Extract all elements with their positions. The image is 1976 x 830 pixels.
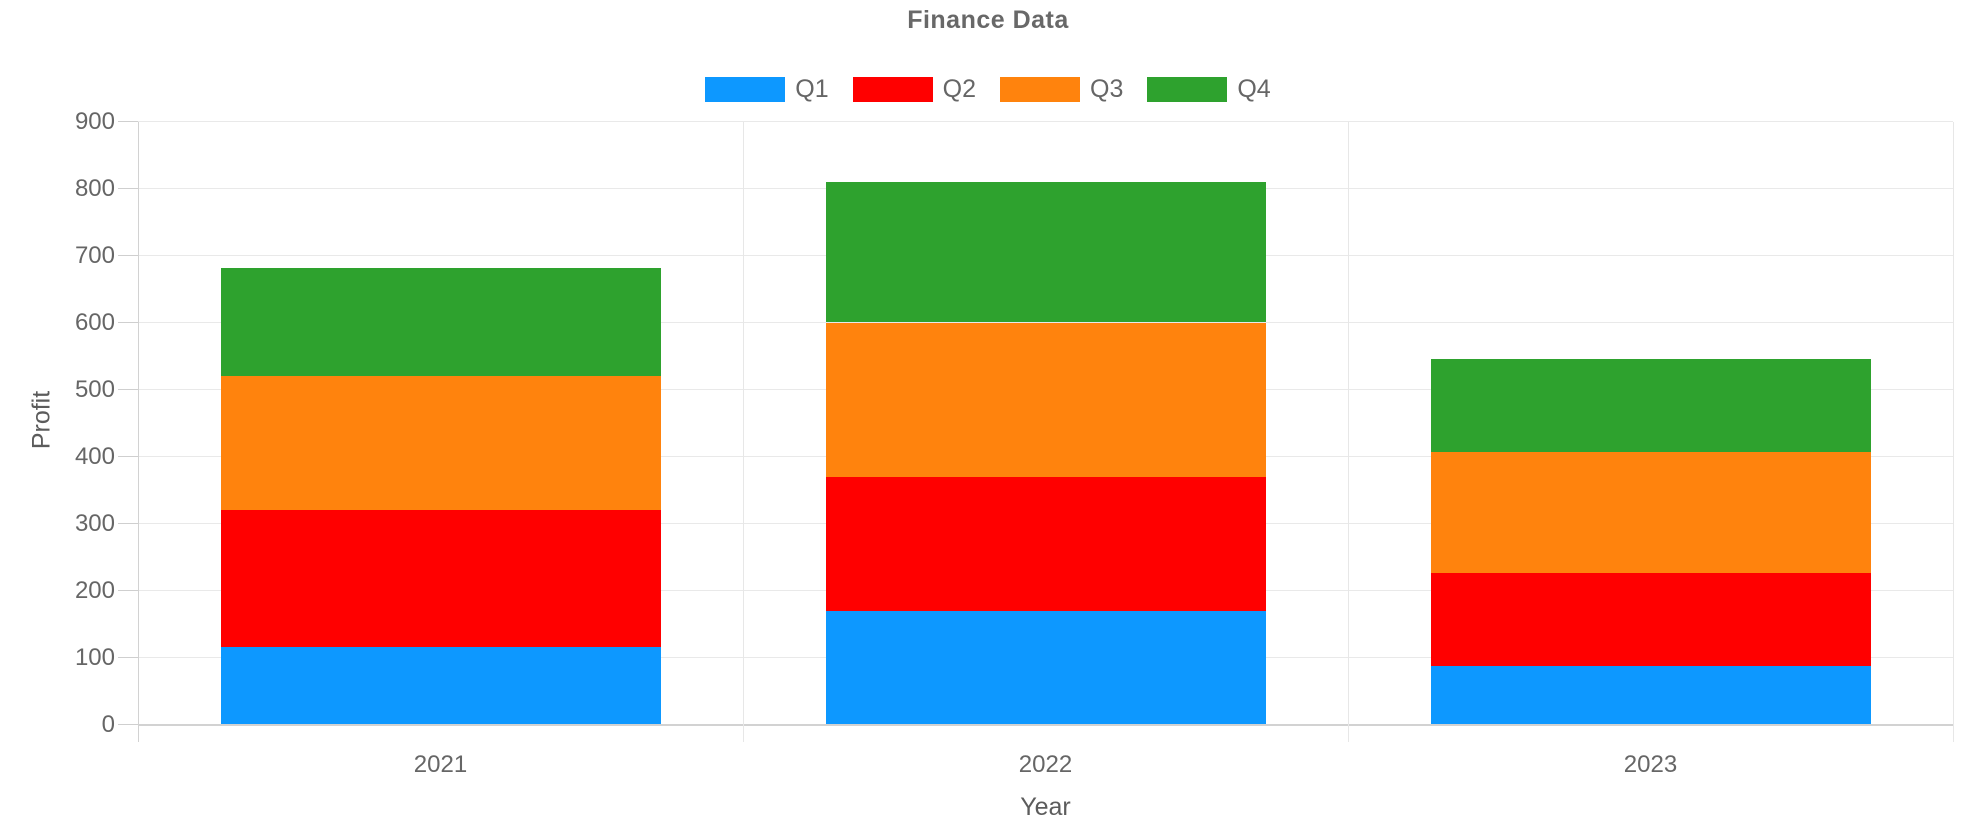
y-tick-label-200: 200 <box>74 576 115 604</box>
y-tick-label-0: 0 <box>101 710 115 738</box>
bar-2022-q3[interactable] <box>825 322 1266 478</box>
legend-item-q2[interactable]: Q2 <box>852 74 976 104</box>
bar-2022-q2[interactable] <box>825 477 1266 611</box>
legend-label-q3: Q3 <box>1090 74 1124 103</box>
bar-2023-q2[interactable] <box>1430 573 1871 666</box>
y-tick-mark-700 <box>118 255 138 256</box>
y-tick-mark-0 <box>118 724 138 725</box>
y-tick-label-500: 500 <box>74 375 115 403</box>
legend-label-q4: Q4 <box>1237 74 1271 103</box>
legend-swatch-q4 <box>1147 76 1228 102</box>
y-tick-label-900: 900 <box>74 107 115 135</box>
gridline-y-900 <box>138 121 1953 122</box>
bar-2023-q4[interactable] <box>1430 359 1871 453</box>
legend-swatch-q2 <box>852 76 933 102</box>
y-tick-label-600: 600 <box>74 308 115 336</box>
bar-2022-q1[interactable] <box>825 610 1266 725</box>
legend-label-q2: Q2 <box>942 74 976 103</box>
bar-2022-q4[interactable] <box>825 181 1266 323</box>
legend-swatch-q1 <box>705 76 786 102</box>
bar-2021-q2[interactable] <box>220 510 661 648</box>
x-tick-label-2023: 2023 <box>1623 751 1678 778</box>
bar-2023-q1[interactable] <box>1430 665 1871 725</box>
bar-2023-q3[interactable] <box>1430 452 1871 574</box>
gridline-x-1 <box>742 121 744 742</box>
y-tick-label-700: 700 <box>74 241 115 269</box>
y-tick-label-100: 100 <box>74 643 115 671</box>
gridline-y-0 <box>138 723 1953 726</box>
legend-item-q1[interactable]: Q1 <box>705 74 829 104</box>
chart-title: Finance Data <box>907 6 1069 34</box>
y-tick-mark-800 <box>118 188 138 189</box>
y-tick-mark-400 <box>118 456 138 457</box>
legend-item-q4[interactable]: Q4 <box>1147 74 1271 104</box>
legend: Q1 Q2 Q3 Q4 <box>0 75 1976 103</box>
y-axis-line <box>137 121 139 742</box>
y-tick-mark-200 <box>118 590 138 591</box>
y-tick-mark-900 <box>118 121 138 122</box>
bar-2021-q3[interactable] <box>220 376 661 511</box>
y-tick-mark-100 <box>118 657 138 658</box>
y-tick-label-300: 300 <box>74 509 115 537</box>
legend-swatch-q3 <box>1000 76 1080 102</box>
y-axis-title: Profit <box>27 390 56 450</box>
y-tick-mark-500 <box>118 389 138 390</box>
legend-item-q3[interactable]: Q3 <box>1000 75 1123 104</box>
gridline-x-3 <box>1952 121 1954 742</box>
bar-2021-q4[interactable] <box>220 267 661 377</box>
bar-2021-q1[interactable] <box>220 647 661 725</box>
x-axis-title: Year <box>1020 793 1071 821</box>
legend-label-q1: Q1 <box>795 74 829 103</box>
x-tick-label-2022: 2022 <box>1018 751 1073 778</box>
y-tick-mark-600 <box>118 322 138 323</box>
y-tick-label-400: 400 <box>74 442 115 470</box>
gridline-x-2 <box>1347 121 1349 742</box>
y-tick-mark-300 <box>118 523 138 524</box>
y-tick-label-800: 800 <box>74 174 115 202</box>
x-tick-label-2021: 2021 <box>413 751 468 778</box>
